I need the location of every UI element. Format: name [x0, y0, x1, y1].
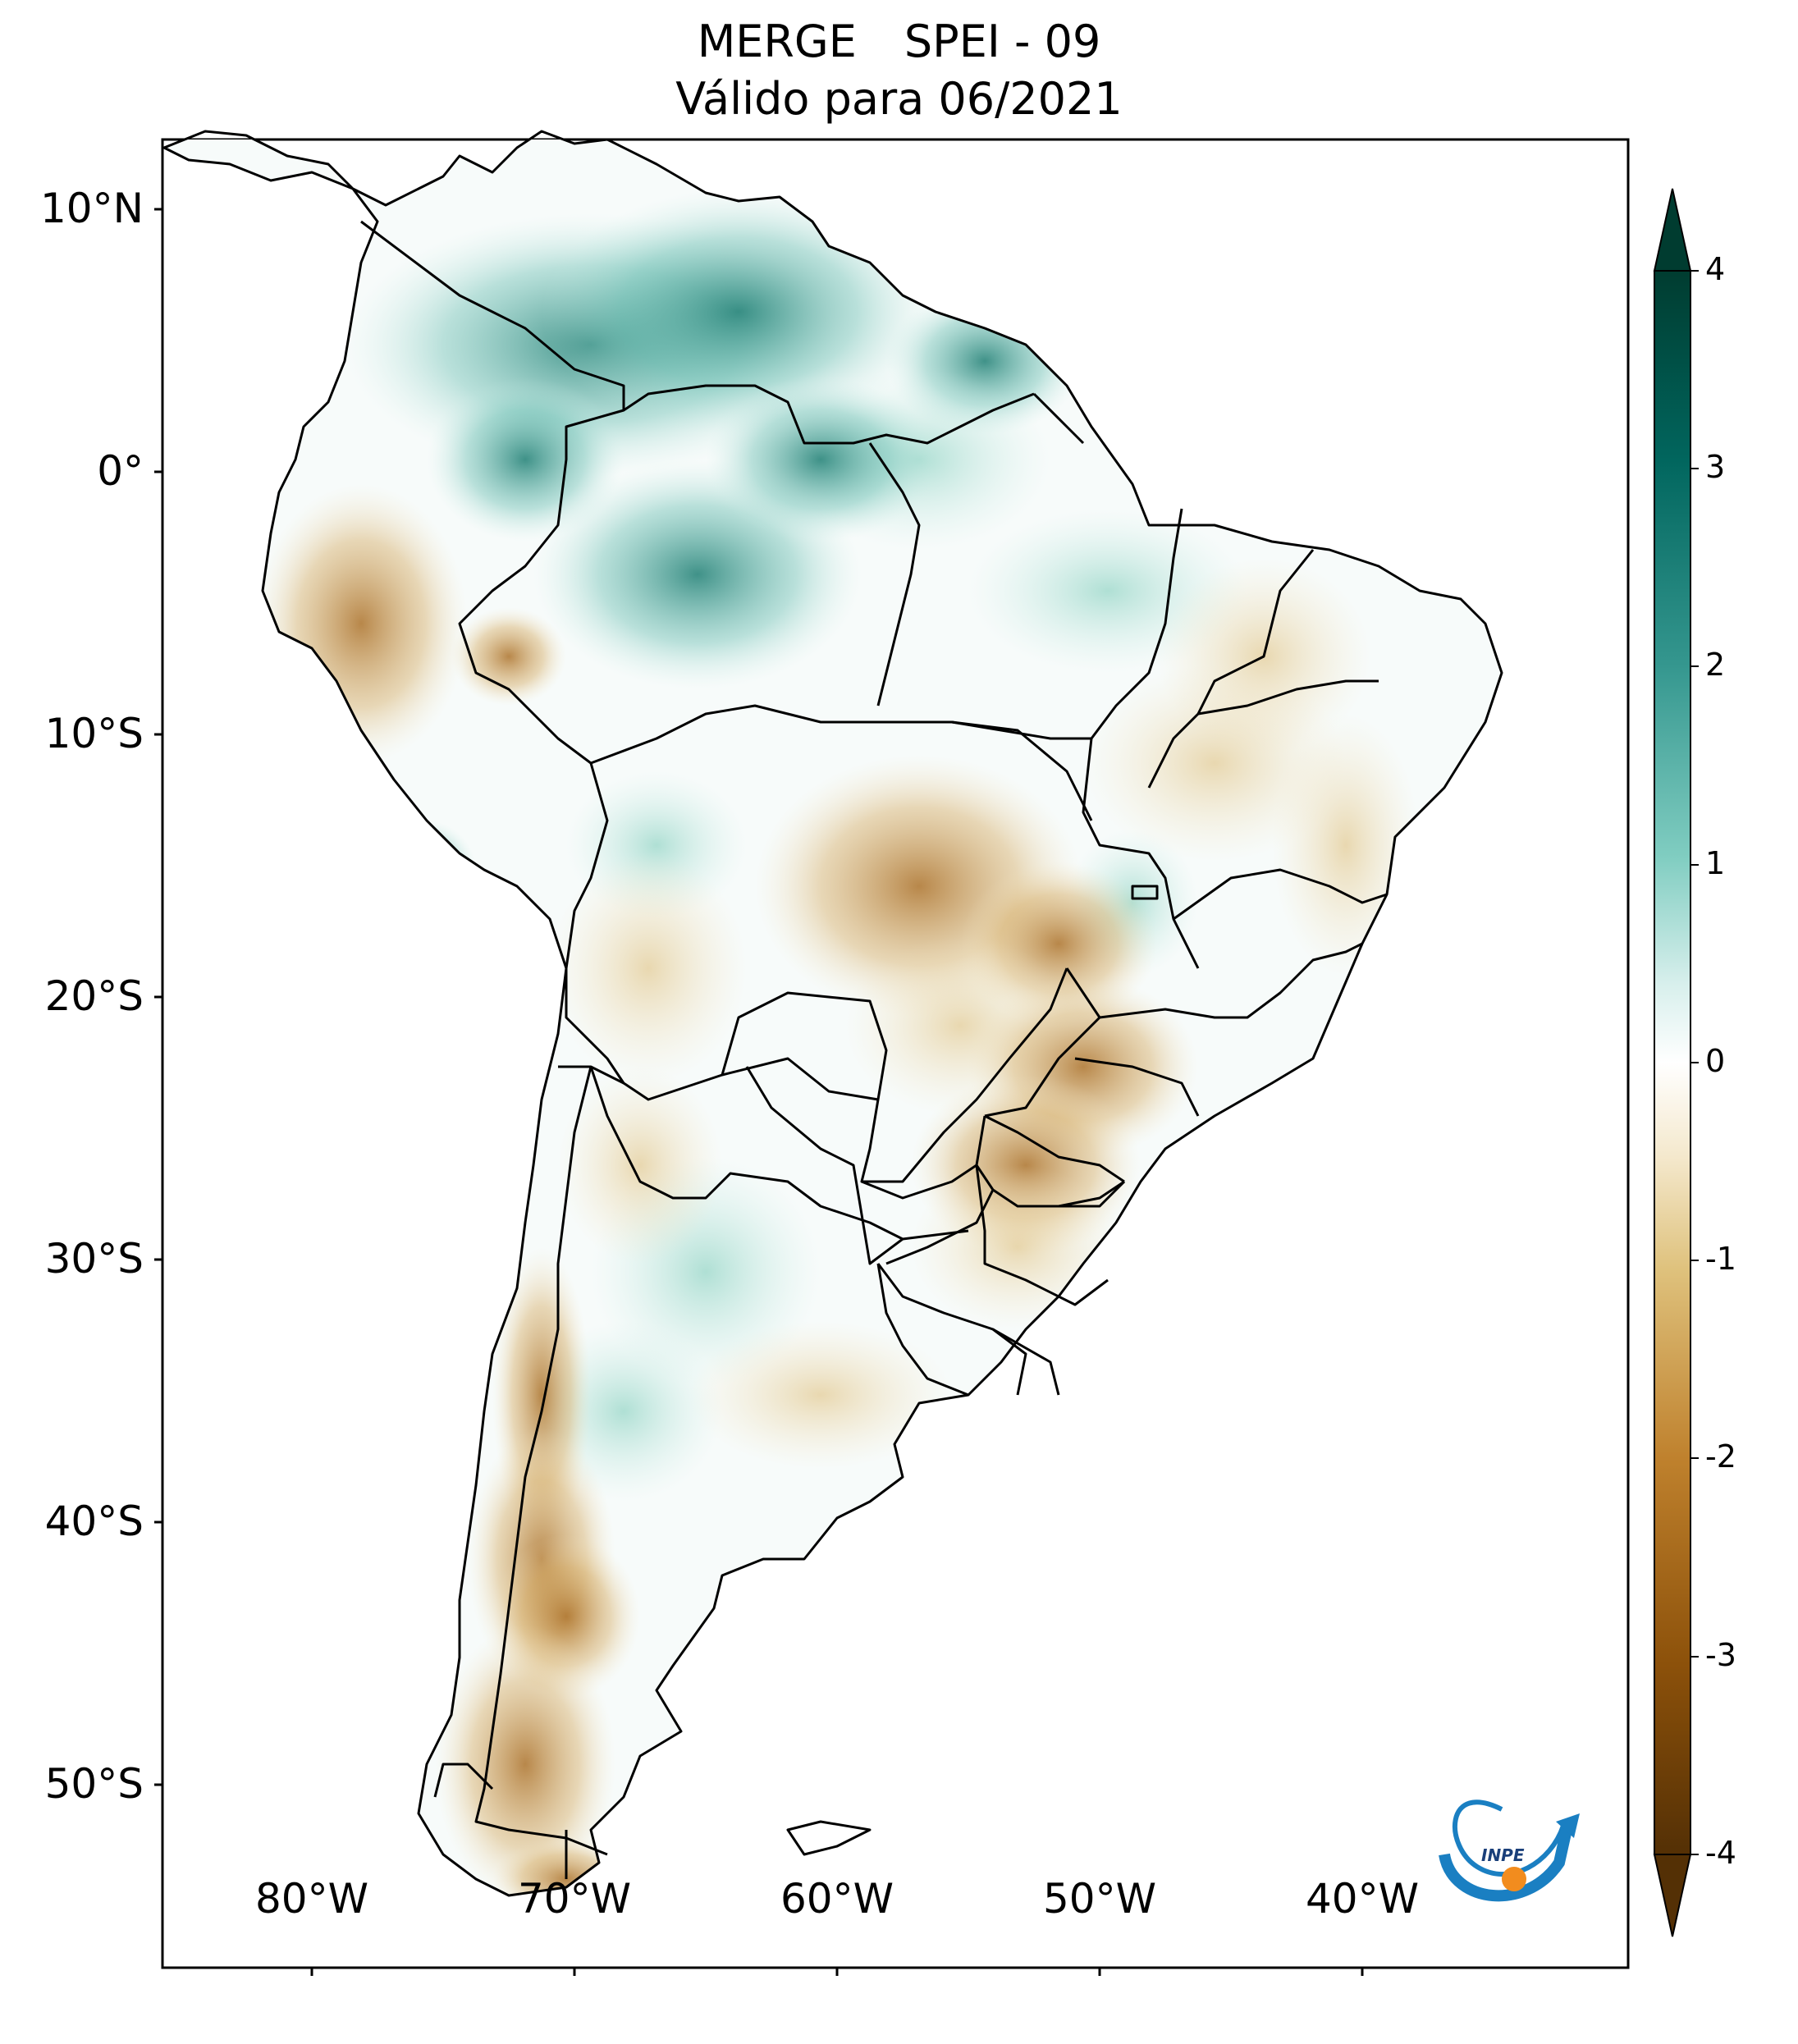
lat-label-50s: 50°S: [44, 1760, 144, 1808]
lon-label-70w: 70°W: [517, 1875, 632, 1923]
lat-label-20s: 20°S: [44, 972, 144, 1020]
lat-label-30s: 30°S: [44, 1235, 144, 1283]
lon-label-60w: 60°W: [780, 1875, 894, 1923]
colorbar-tick-minus3: -3: [1705, 1637, 1736, 1673]
colorbar-tick-3: 3: [1705, 449, 1726, 485]
map-title-date: Válido para 06/2021: [675, 73, 1123, 125]
lon-label-40w: 40°W: [1305, 1875, 1420, 1923]
title-dataset: MERGE: [697, 16, 857, 67]
logo-text: INPE: [1481, 1845, 1525, 1865]
colorbar-tick-minus4: -4: [1705, 1835, 1736, 1871]
colorbar-tick-minus1: -1: [1705, 1241, 1736, 1277]
lat-label-10s: 10°S: [44, 710, 144, 757]
colorbar: [1653, 188, 1699, 1937]
coastlines-and-borders: [162, 130, 1503, 1897]
colorbar-tick-minus2: -2: [1705, 1438, 1736, 1475]
inpe-logo: INPE: [1439, 1799, 1580, 1902]
colorbar-tick-4: 4: [1705, 251, 1726, 287]
lat-label-0: 0°: [97, 447, 144, 495]
colorbar-tick-0: 0: [1705, 1043, 1726, 1079]
colorbar-tick-2: 2: [1705, 647, 1726, 683]
lon-label-80w: 80°W: [254, 1875, 369, 1923]
colorbar-tick-1: 1: [1705, 845, 1726, 881]
lon-label-50w: 50°W: [1042, 1875, 1157, 1923]
title-index: SPEI - 09: [904, 16, 1101, 67]
lat-label-10n: 10°N: [39, 185, 144, 232]
colorbar-scale: [1654, 270, 1691, 1855]
axis-ticks: [154, 208, 1364, 1976]
map-title-line1: MERGE SPEI - 09: [0, 18, 1798, 66]
lat-label-40s: 40°S: [44, 1498, 144, 1545]
